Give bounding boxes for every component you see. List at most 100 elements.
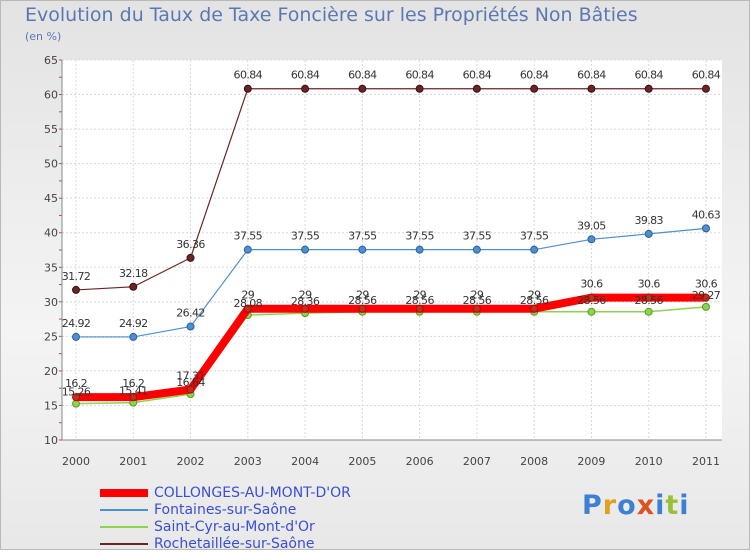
data-label-fontaines-sur-sa-ne: 26.42 <box>176 307 205 320</box>
logo-letter: P <box>582 490 603 521</box>
data-point-rochetaill-e-sur-sa-ne <box>186 253 195 262</box>
data-point-fontaines-sur-sa-ne <box>186 322 195 331</box>
data-label-fontaines-sur-sa-ne: 37.55 <box>520 230 549 243</box>
data-point-collonges-au-mont-d-or <box>587 293 596 302</box>
legend-swatch-rochetaillee <box>100 542 148 545</box>
data-point-rochetaill-e-sur-sa-ne <box>129 282 138 291</box>
data-label-saint-cyr-au-mont-d-or: 28.56 <box>634 294 663 307</box>
data-label-rochetaill-e-sur-sa-ne: 32.18 <box>119 267 148 280</box>
data-point-fontaines-sur-sa-ne <box>301 245 310 254</box>
y-tick-label: 25 <box>44 330 58 343</box>
data-label-saint-cyr-au-mont-d-or: 28.56 <box>405 294 434 307</box>
y-unit-label: (en %) <box>25 30 62 43</box>
data-label-collonges-au-mont-d-or: 30.6 <box>695 278 718 291</box>
data-label-collonges-au-mont-d-or: 29 <box>241 289 254 302</box>
data-label-fontaines-sur-sa-ne: 40.63 <box>692 208 721 221</box>
data-point-fontaines-sur-sa-ne <box>72 332 80 341</box>
data-point-collonges-au-mont-d-or <box>243 304 252 313</box>
data-label-fontaines-sur-sa-ne: 39.05 <box>577 219 606 232</box>
data-label-rochetaill-e-sur-sa-ne: 60.84 <box>634 69 663 82</box>
data-label-saint-cyr-au-mont-d-or: 15.26 <box>62 386 91 399</box>
logo-letter: i <box>655 490 666 521</box>
x-tick-label: 2009 <box>577 455 605 468</box>
data-point-fontaines-sur-sa-ne <box>530 245 539 254</box>
data-point-fontaines-sur-sa-ne <box>701 224 710 233</box>
data-label-fontaines-sur-sa-ne: 37.55 <box>463 230 492 243</box>
data-point-rochetaill-e-sur-sa-ne <box>301 84 310 93</box>
data-label-collonges-au-mont-d-or: 29 <box>299 289 312 302</box>
logo-letter: t <box>665 490 680 521</box>
data-label-collonges-au-mont-d-or: 16.2 <box>65 377 87 390</box>
data-label-saint-cyr-au-mont-d-or: 28.56 <box>577 294 606 307</box>
data-point-fontaines-sur-sa-ne <box>587 235 596 244</box>
legend-item-saint-cyr: Saint-Cyr-au-Mont-d'Or <box>100 518 351 535</box>
data-label-fontaines-sur-sa-ne: 37.55 <box>291 230 320 243</box>
data-label-collonges-au-mont-d-or: 29 <box>413 289 426 302</box>
data-label-rochetaill-e-sur-sa-ne: 31.72 <box>62 270 91 283</box>
legend-item-collonges: COLLONGES-AU-MONT-D'OR <box>100 484 351 501</box>
data-label-fontaines-sur-sa-ne: 24.92 <box>62 317 91 330</box>
x-tick-label: 2011 <box>692 455 720 468</box>
data-label-rochetaill-e-sur-sa-ne: 60.84 <box>520 69 549 82</box>
data-point-rochetaill-e-sur-sa-ne <box>415 84 424 93</box>
data-point-collonges-au-mont-d-or <box>301 304 310 313</box>
x-tick-label: 2005 <box>348 455 376 468</box>
legend-swatch-saint-cyr <box>100 525 148 528</box>
y-tick-label: 45 <box>44 192 58 205</box>
x-tick-label: 2003 <box>234 455 262 468</box>
chart-title: Evolution du Taux de Taxe Foncière sur l… <box>25 4 638 26</box>
data-point-rochetaill-e-sur-sa-ne <box>530 84 539 93</box>
data-point-fontaines-sur-sa-ne <box>358 245 367 254</box>
logo-letter: x <box>636 490 656 521</box>
data-label-collonges-au-mont-d-or: 30.6 <box>580 278 603 291</box>
data-point-collonges-au-mont-d-or <box>415 304 424 313</box>
x-tick-label: 2002 <box>177 455 205 468</box>
data-label-fontaines-sur-sa-ne: 37.55 <box>405 230 434 243</box>
data-label-saint-cyr-au-mont-d-or: 15.41 <box>119 385 148 398</box>
y-tick-label: 55 <box>44 123 58 136</box>
legend-label-collonges: COLLONGES-AU-MONT-D'OR <box>154 484 351 501</box>
legend-item-rochetaillee: Rochetaillée-sur-Saône <box>100 535 351 552</box>
data-point-rochetaill-e-sur-sa-ne <box>72 285 80 294</box>
data-point-fontaines-sur-sa-ne <box>644 229 653 238</box>
data-point-collonges-au-mont-d-or <box>129 393 138 402</box>
x-tick-label: 2006 <box>406 455 434 468</box>
data-label-rochetaill-e-sur-sa-ne: 60.84 <box>405 69 434 82</box>
x-tick-label: 2007 <box>463 455 491 468</box>
proxiti-logo: Proxiti <box>582 490 690 521</box>
y-tick-label: 10 <box>44 434 58 447</box>
x-tick-label: 2000 <box>62 455 90 468</box>
data-label-rochetaill-e-sur-sa-ne: 60.84 <box>291 69 320 82</box>
x-tick-label: 2001 <box>119 455 147 468</box>
data-point-collonges-au-mont-d-or <box>472 304 481 313</box>
data-point-collonges-au-mont-d-or <box>701 293 710 302</box>
logo-letter: o <box>617 490 637 521</box>
data-label-rochetaill-e-sur-sa-ne: 60.84 <box>577 69 606 82</box>
y-tick-label: 50 <box>44 158 58 171</box>
data-point-saint-cyr-au-mont-d-or <box>587 307 596 316</box>
data-label-collonges-au-mont-d-or: 17.31 <box>176 369 205 382</box>
data-label-rochetaill-e-sur-sa-ne: 60.84 <box>348 69 377 82</box>
data-point-collonges-au-mont-d-or <box>186 385 195 394</box>
data-point-rochetaill-e-sur-sa-ne <box>472 84 481 93</box>
data-label-fontaines-sur-sa-ne: 37.55 <box>234 230 263 243</box>
data-point-fontaines-sur-sa-ne <box>415 245 424 254</box>
legend-swatch-fontaines <box>100 508 148 511</box>
data-label-saint-cyr-au-mont-d-or: 28.56 <box>348 294 377 307</box>
x-tick-label: 2010 <box>635 455 663 468</box>
data-point-rochetaill-e-sur-sa-ne <box>243 84 252 93</box>
data-label-rochetaill-e-sur-sa-ne: 60.84 <box>234 69 263 82</box>
y-tick-label: 35 <box>44 261 58 274</box>
y-tick-label: 65 <box>44 54 58 67</box>
data-label-saint-cyr-au-mont-d-or: 28.08 <box>234 297 263 310</box>
series-line-collonges-au-mont-d-or <box>76 293 706 402</box>
series-line-rochetaill-e-sur-sa-ne <box>75 88 706 291</box>
data-point-rochetaill-e-sur-sa-ne <box>358 84 367 93</box>
data-label-fontaines-sur-sa-ne: 37.55 <box>348 230 377 243</box>
data-label-rochetaill-e-sur-sa-ne: 60.84 <box>463 69 492 82</box>
y-tick-label: 30 <box>44 296 58 309</box>
data-point-collonges-au-mont-d-or <box>358 304 367 313</box>
data-label-collonges-au-mont-d-or: 29 <box>470 289 483 302</box>
data-point-collonges-au-mont-d-or <box>72 393 80 402</box>
